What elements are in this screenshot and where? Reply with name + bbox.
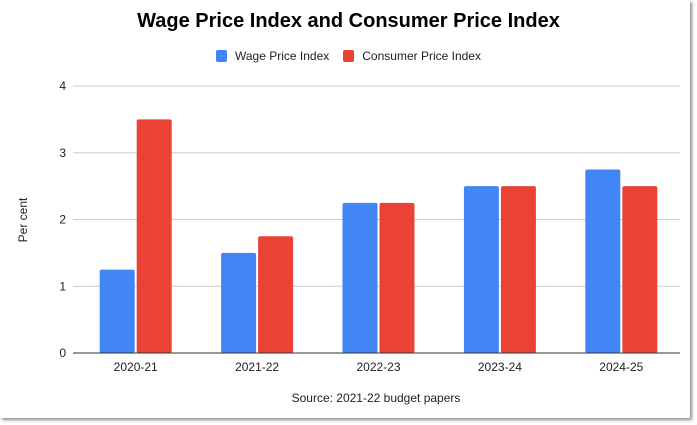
x-tick-label: 2020-21: [114, 360, 158, 374]
legend-swatch-cpi: [343, 50, 355, 62]
y-tick-label: 2: [59, 213, 66, 227]
legend: Wage Price Index Consumer Price Index: [0, 49, 697, 63]
bar-cpi-2022-23[interactable]: [379, 202, 415, 353]
x-axis-label-source: Source: 2021-22 budget papers: [292, 391, 461, 405]
bar-cpi-2021-22[interactable]: [258, 236, 294, 353]
bar-wage-2020-21[interactable]: [99, 269, 135, 353]
bar-wage-2023-24[interactable]: [463, 186, 499, 353]
y-axis-label: Per cent: [16, 197, 30, 242]
legend-label-wage: Wage Price Index: [235, 49, 330, 63]
y-tick-label: 3: [59, 146, 66, 160]
legend-swatch-wage: [216, 50, 227, 62]
x-tick-label: 2021-22: [235, 360, 279, 374]
x-tick-label: 2024-25: [599, 360, 643, 374]
legend-item-wage[interactable]: Wage Price Index: [216, 49, 329, 63]
legend-item-cpi[interactable]: Consumer Price Index: [343, 49, 481, 63]
chart-title: Wage Price Index and Consumer Price Inde…: [137, 10, 560, 32]
y-tick-label: 4: [59, 79, 66, 93]
bar-cpi-2024-25[interactable]: [622, 186, 658, 353]
y-tick-label: 0: [59, 346, 66, 360]
bar-cpi-2023-24[interactable]: [500, 186, 536, 353]
y-tick-label: 1: [59, 279, 66, 293]
bar-wage-2021-22[interactable]: [221, 252, 257, 353]
x-tick-label: 2022-23: [356, 360, 400, 374]
bar-wage-2024-25[interactable]: [585, 169, 621, 353]
bar-wage-2022-23[interactable]: [342, 202, 378, 353]
x-tick-label: 2023-24: [478, 360, 522, 374]
bar-cpi-2020-21[interactable]: [136, 119, 172, 353]
legend-label-cpi: Consumer Price Index: [362, 49, 481, 63]
